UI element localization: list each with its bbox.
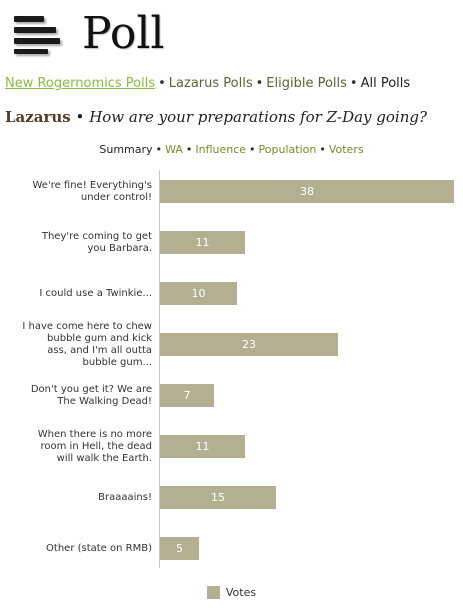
subnav-influence[interactable]: Influence bbox=[195, 143, 247, 156]
menu-icon[interactable] bbox=[14, 14, 62, 54]
subnav-wa[interactable]: WA bbox=[165, 143, 183, 156]
category-label: We're fine! Everything's under control! bbox=[32, 179, 152, 203]
legend-swatch bbox=[206, 586, 220, 599]
bar-1: 38 bbox=[160, 180, 454, 203]
nav-separator: • bbox=[349, 76, 358, 91]
subnav-separator: • bbox=[249, 143, 256, 156]
poll-separator: • bbox=[75, 108, 85, 126]
subnav-separator: • bbox=[185, 143, 193, 156]
category-label: Other (state on RMB) bbox=[46, 542, 152, 554]
category-label: When there is no more room in Hell, the d… bbox=[37, 428, 152, 464]
nav-separator: • bbox=[158, 76, 166, 91]
subnav-separator: • bbox=[319, 143, 326, 156]
subnav-separator: • bbox=[155, 143, 163, 156]
page-title: Poll bbox=[82, 8, 165, 59]
results-subnav: Summary • WA • Influence • Population • Voters bbox=[0, 143, 463, 156]
chart-legend: Votes bbox=[0, 586, 463, 599]
bar-3: 10 bbox=[160, 282, 237, 305]
nav-separator: • bbox=[255, 76, 264, 91]
subnav-summary: Summary bbox=[99, 143, 153, 156]
page-header: Poll bbox=[14, 8, 164, 60]
bar-4: 23 bbox=[160, 333, 338, 356]
category-label: I could use a Twinkie... bbox=[39, 287, 152, 299]
bar-7: 15 bbox=[160, 486, 276, 509]
bar-value-label: 11 bbox=[195, 440, 210, 453]
category-label: They're coming to get you Barbara. bbox=[41, 230, 152, 254]
bar-value-label: 7 bbox=[183, 389, 191, 402]
bar-value-label: 11 bbox=[195, 236, 210, 249]
category-label: I have come here to chew bubble gum and k… bbox=[22, 320, 152, 368]
category-label: Braaaains! bbox=[98, 491, 152, 503]
subnav-population[interactable]: Population bbox=[258, 143, 317, 156]
poll-question-line: Lazarus • How are your preparations for … bbox=[5, 108, 427, 126]
bar-2: 11 bbox=[160, 231, 245, 254]
poll-region[interactable]: Lazarus bbox=[5, 108, 71, 126]
nav-new-rogernomics-polls[interactable]: New Rogernomics Polls bbox=[5, 76, 156, 91]
nav-all-polls: All Polls bbox=[360, 76, 411, 91]
chart-axis bbox=[159, 170, 160, 568]
nav-eligible-polls[interactable]: Eligible Polls bbox=[266, 76, 347, 91]
bar-value-label: 5 bbox=[176, 542, 183, 555]
bar-6: 11 bbox=[160, 435, 245, 458]
bar-value-label: 23 bbox=[242, 338, 256, 351]
bar-8: 5 bbox=[160, 537, 199, 560]
bar-value-label: 38 bbox=[300, 185, 314, 198]
poll-nav: New Rogernomics Polls • Lazarus Polls • Elig… bbox=[5, 76, 410, 91]
category-label: Don't you get it? We are The Walking Dead… bbox=[30, 383, 152, 407]
nav-lazarus-polls[interactable]: Lazarus Polls bbox=[168, 76, 253, 91]
bar-5: 7 bbox=[160, 384, 214, 407]
subnav-voters[interactable]: Voters bbox=[328, 143, 364, 156]
poll-question: How are your preparations for Z-Day goin… bbox=[89, 108, 428, 126]
bar-value-label: 10 bbox=[191, 287, 206, 300]
bar-value-label: 15 bbox=[211, 491, 225, 504]
legend-label: Votes bbox=[225, 586, 257, 599]
